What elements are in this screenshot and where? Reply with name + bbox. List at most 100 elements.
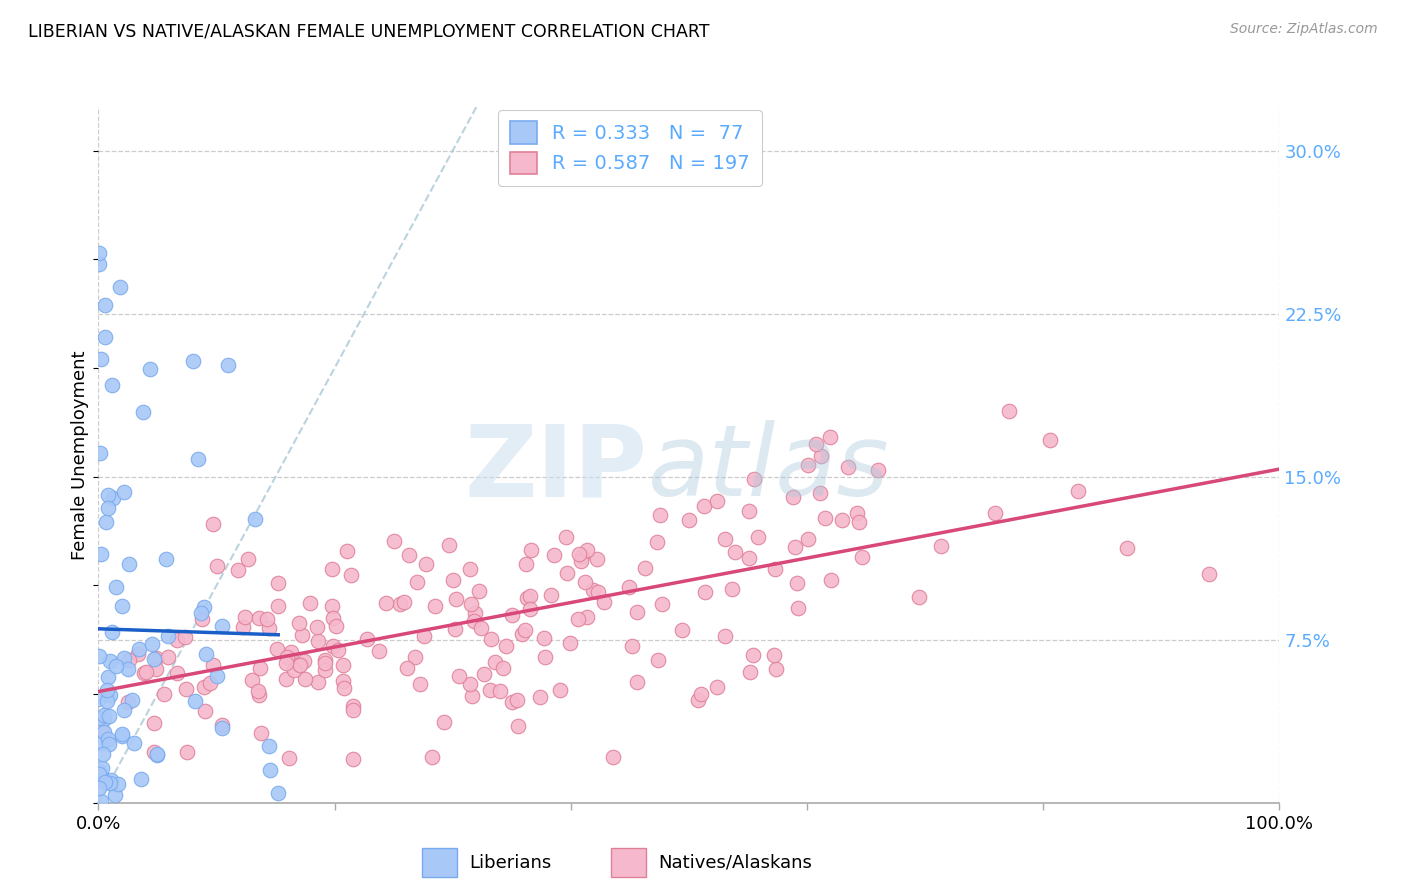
Point [782, 490, 804, 504]
Point [388, 598, 411, 612]
Point [193, 599, 215, 614]
Point [143, 652, 166, 666]
Point [118, 557, 141, 571]
Text: Source: ZipAtlas.com: Source: ZipAtlas.com [1230, 22, 1378, 37]
Point [845, 506, 868, 520]
Point [193, 704, 215, 718]
Point [461, 690, 484, 704]
Point [190, 606, 212, 620]
Point [458, 676, 481, 690]
Point [786, 600, 808, 615]
Point [851, 549, 873, 564]
Point [548, 683, 571, 698]
Point [866, 463, 889, 477]
Point [648, 508, 671, 523]
Point [93, 725, 115, 739]
Point [501, 695, 523, 709]
Point [516, 591, 538, 606]
Point [820, 574, 842, 588]
Point [593, 595, 616, 609]
Point [688, 693, 710, 707]
Point [1039, 433, 1062, 447]
Point [392, 595, 415, 609]
Point [96, 694, 118, 708]
Point [107, 777, 129, 791]
Point [519, 602, 541, 616]
Point [90, 794, 112, 808]
Point [328, 642, 350, 657]
Point [194, 647, 217, 661]
Point [765, 662, 787, 676]
Point [94, 516, 117, 530]
Y-axis label: Female Unemployment: Female Unemployment [70, 351, 89, 559]
Point [617, 580, 640, 594]
Point [278, 751, 301, 765]
Point [108, 280, 131, 294]
Point [408, 676, 430, 690]
Point [202, 658, 225, 673]
Point [90, 736, 112, 750]
Point [193, 680, 215, 694]
Point [128, 642, 150, 657]
Point [647, 653, 669, 667]
Point [307, 633, 329, 648]
Point [586, 552, 609, 566]
Text: atlas: atlas [648, 420, 889, 517]
Point [89, 780, 111, 795]
Point [322, 611, 344, 625]
Point [138, 362, 160, 376]
Point [340, 568, 363, 582]
Point [217, 358, 239, 372]
Point [111, 727, 134, 741]
Point [322, 640, 344, 654]
Point [257, 739, 280, 754]
Point [87, 766, 110, 780]
Point [437, 538, 460, 552]
Point [620, 639, 643, 653]
Point [89, 446, 111, 460]
Point [249, 661, 271, 675]
Point [211, 721, 233, 735]
Point [292, 654, 315, 668]
Point [280, 644, 302, 658]
Point [645, 535, 668, 549]
Point [374, 596, 396, 610]
Point [478, 682, 501, 697]
Point [651, 597, 673, 611]
Point [174, 630, 197, 644]
Point [104, 788, 127, 802]
Point [235, 610, 257, 624]
Point [97, 670, 120, 684]
Point [342, 703, 364, 717]
Point [97, 501, 120, 516]
Point [105, 658, 128, 673]
Point [112, 650, 135, 665]
Point [90, 547, 112, 561]
Point [998, 404, 1021, 418]
Point [810, 449, 832, 463]
Point [243, 512, 266, 526]
Point [740, 665, 762, 679]
Point [112, 485, 135, 500]
Point [492, 660, 515, 674]
Point [558, 636, 581, 650]
Point [184, 694, 207, 708]
Point [247, 683, 270, 698]
Point [342, 698, 364, 713]
Point [299, 597, 322, 611]
Point [256, 612, 278, 626]
Point [205, 668, 228, 682]
Point [145, 662, 167, 676]
Point [247, 611, 270, 625]
Point [135, 665, 157, 679]
Point [87, 711, 110, 725]
Point [398, 548, 420, 562]
Point [412, 629, 434, 643]
Point [90, 761, 112, 775]
Point [444, 592, 467, 607]
Point [929, 539, 952, 553]
Point [202, 516, 225, 531]
Point [96, 683, 118, 698]
Point [267, 599, 290, 613]
Point [145, 651, 167, 665]
